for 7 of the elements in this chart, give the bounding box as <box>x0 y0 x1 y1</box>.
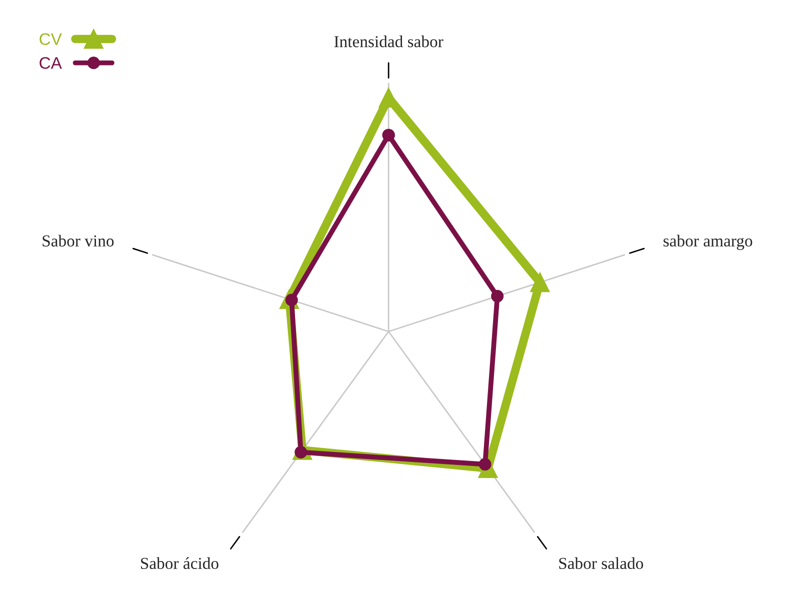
spoke-label: sabor amargo <box>664 234 752 250</box>
spoke-label: Sabor salado <box>559 557 644 570</box>
spoke-label: Intensidad sabor <box>334 36 444 48</box>
legend-label: CV <box>40 33 62 45</box>
legend-label: CA <box>40 57 62 69</box>
spoke-label: Sabor ácido <box>141 557 218 570</box>
spoke-label: Sabor vino <box>42 234 114 247</box>
